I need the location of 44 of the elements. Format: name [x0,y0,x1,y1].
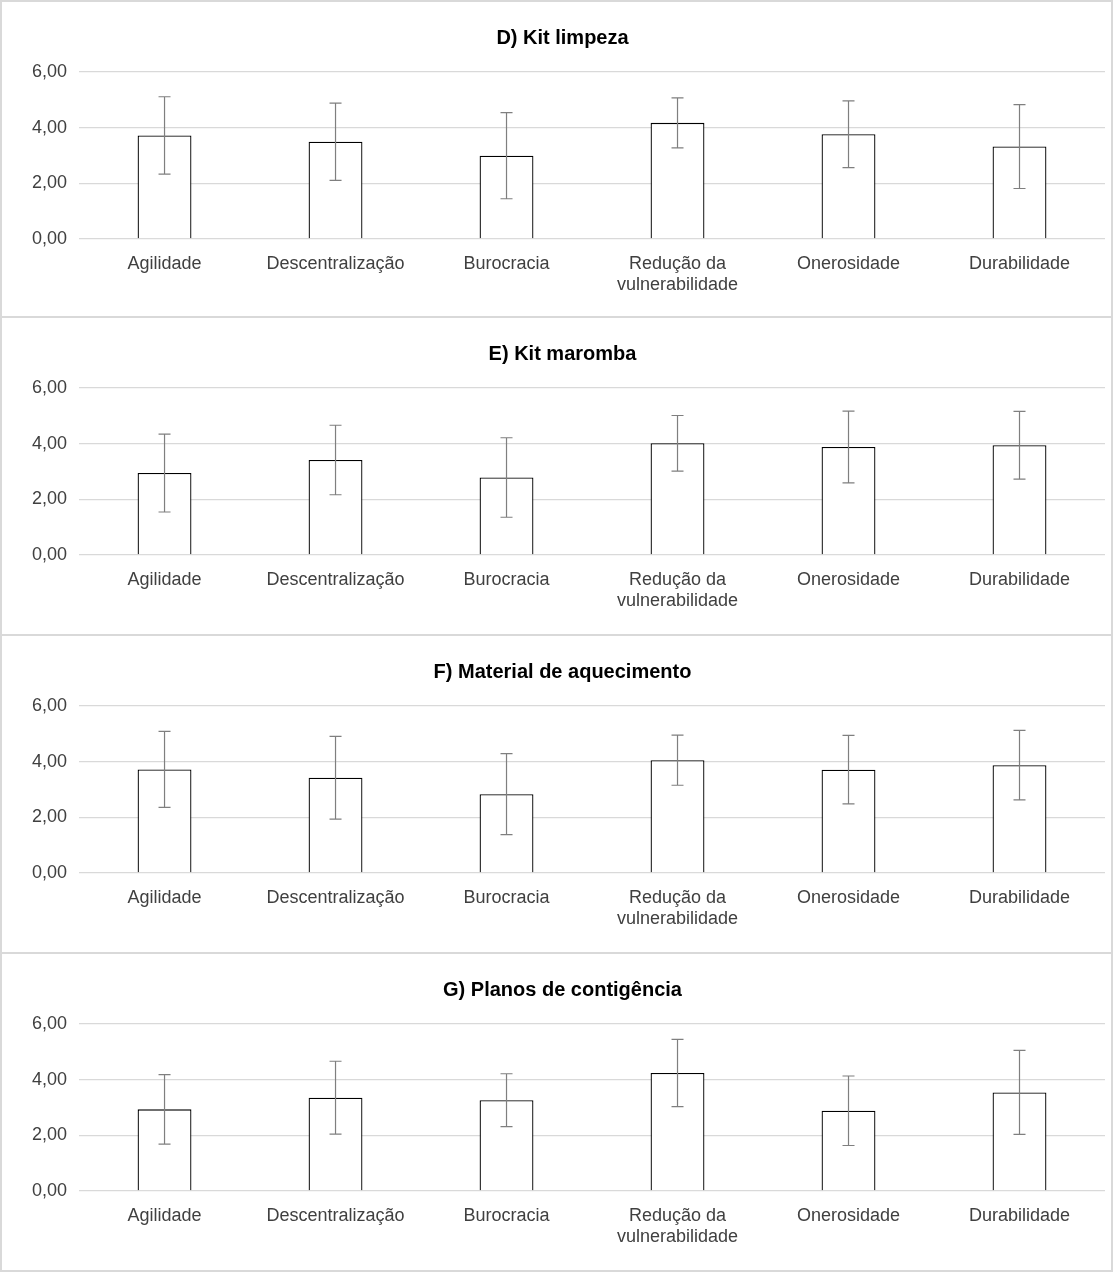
y-tick-label: 2,00 [31,172,68,193]
chart-title: G) Planos de contigência [443,977,683,1000]
y-tick-label: 4,00 [31,432,68,453]
x-tick-label: Durabilidade [968,1204,1071,1225]
x-tick-label: Burocracia [463,252,551,273]
y-tick-label: 4,00 [31,116,68,137]
chart-title: D) Kit limpeza [496,25,630,48]
x-tick-label: Redução da vulnerabilidade [616,568,739,611]
y-tick-label: 6,00 [31,694,68,715]
y-tick-label: 4,00 [31,750,68,771]
x-tick-label: Burocracia [463,886,551,907]
x-tick-label: Burocracia [463,1204,551,1225]
y-tick-label: 2,00 [31,1124,68,1145]
x-tick-label: Onerosidade [796,568,901,589]
x-tick-label: Redução da vulnerabilidade [616,252,739,295]
y-tick-label: 0,00 [31,227,68,248]
y-tick-label: 6,00 [31,60,68,81]
x-tick-label: Durabilidade [968,886,1071,907]
y-tick-label: 4,00 [31,1068,68,1089]
x-tick-label: Onerosidade [796,886,901,907]
y-tick-label: 0,00 [31,1179,68,1200]
x-tick-label: Descentralização [266,252,405,273]
x-tick-label: Descentralização [266,568,405,589]
x-tick-label: Redução da vulnerabilidade [616,1204,739,1247]
y-tick-label: 6,00 [31,1012,68,1033]
x-tick-label: Agilidade [127,252,202,273]
x-tick-label: Agilidade [127,1204,202,1225]
y-tick-label: 2,00 [31,806,68,827]
x-tick-label: Descentralização [266,886,405,907]
x-tick-label: Agilidade [127,568,202,589]
x-tick-label: Durabilidade [968,568,1071,589]
chart-title: E) Kit maromba [488,341,638,364]
y-tick-label: 0,00 [31,861,68,882]
x-tick-label: Redução da vulnerabilidade [616,886,739,929]
x-tick-label: Burocracia [463,568,551,589]
chart-title: F) Material de aquecimento [433,659,692,682]
x-tick-label: Agilidade [127,886,202,907]
y-tick-label: 2,00 [31,488,68,509]
y-tick-label: 6,00 [31,376,68,397]
x-tick-label: Durabilidade [968,252,1071,273]
y-tick-label: 0,00 [31,543,68,564]
x-tick-label: Onerosidade [796,1204,901,1225]
x-tick-label: Onerosidade [796,252,901,273]
x-tick-label: Descentralização [266,1204,405,1225]
